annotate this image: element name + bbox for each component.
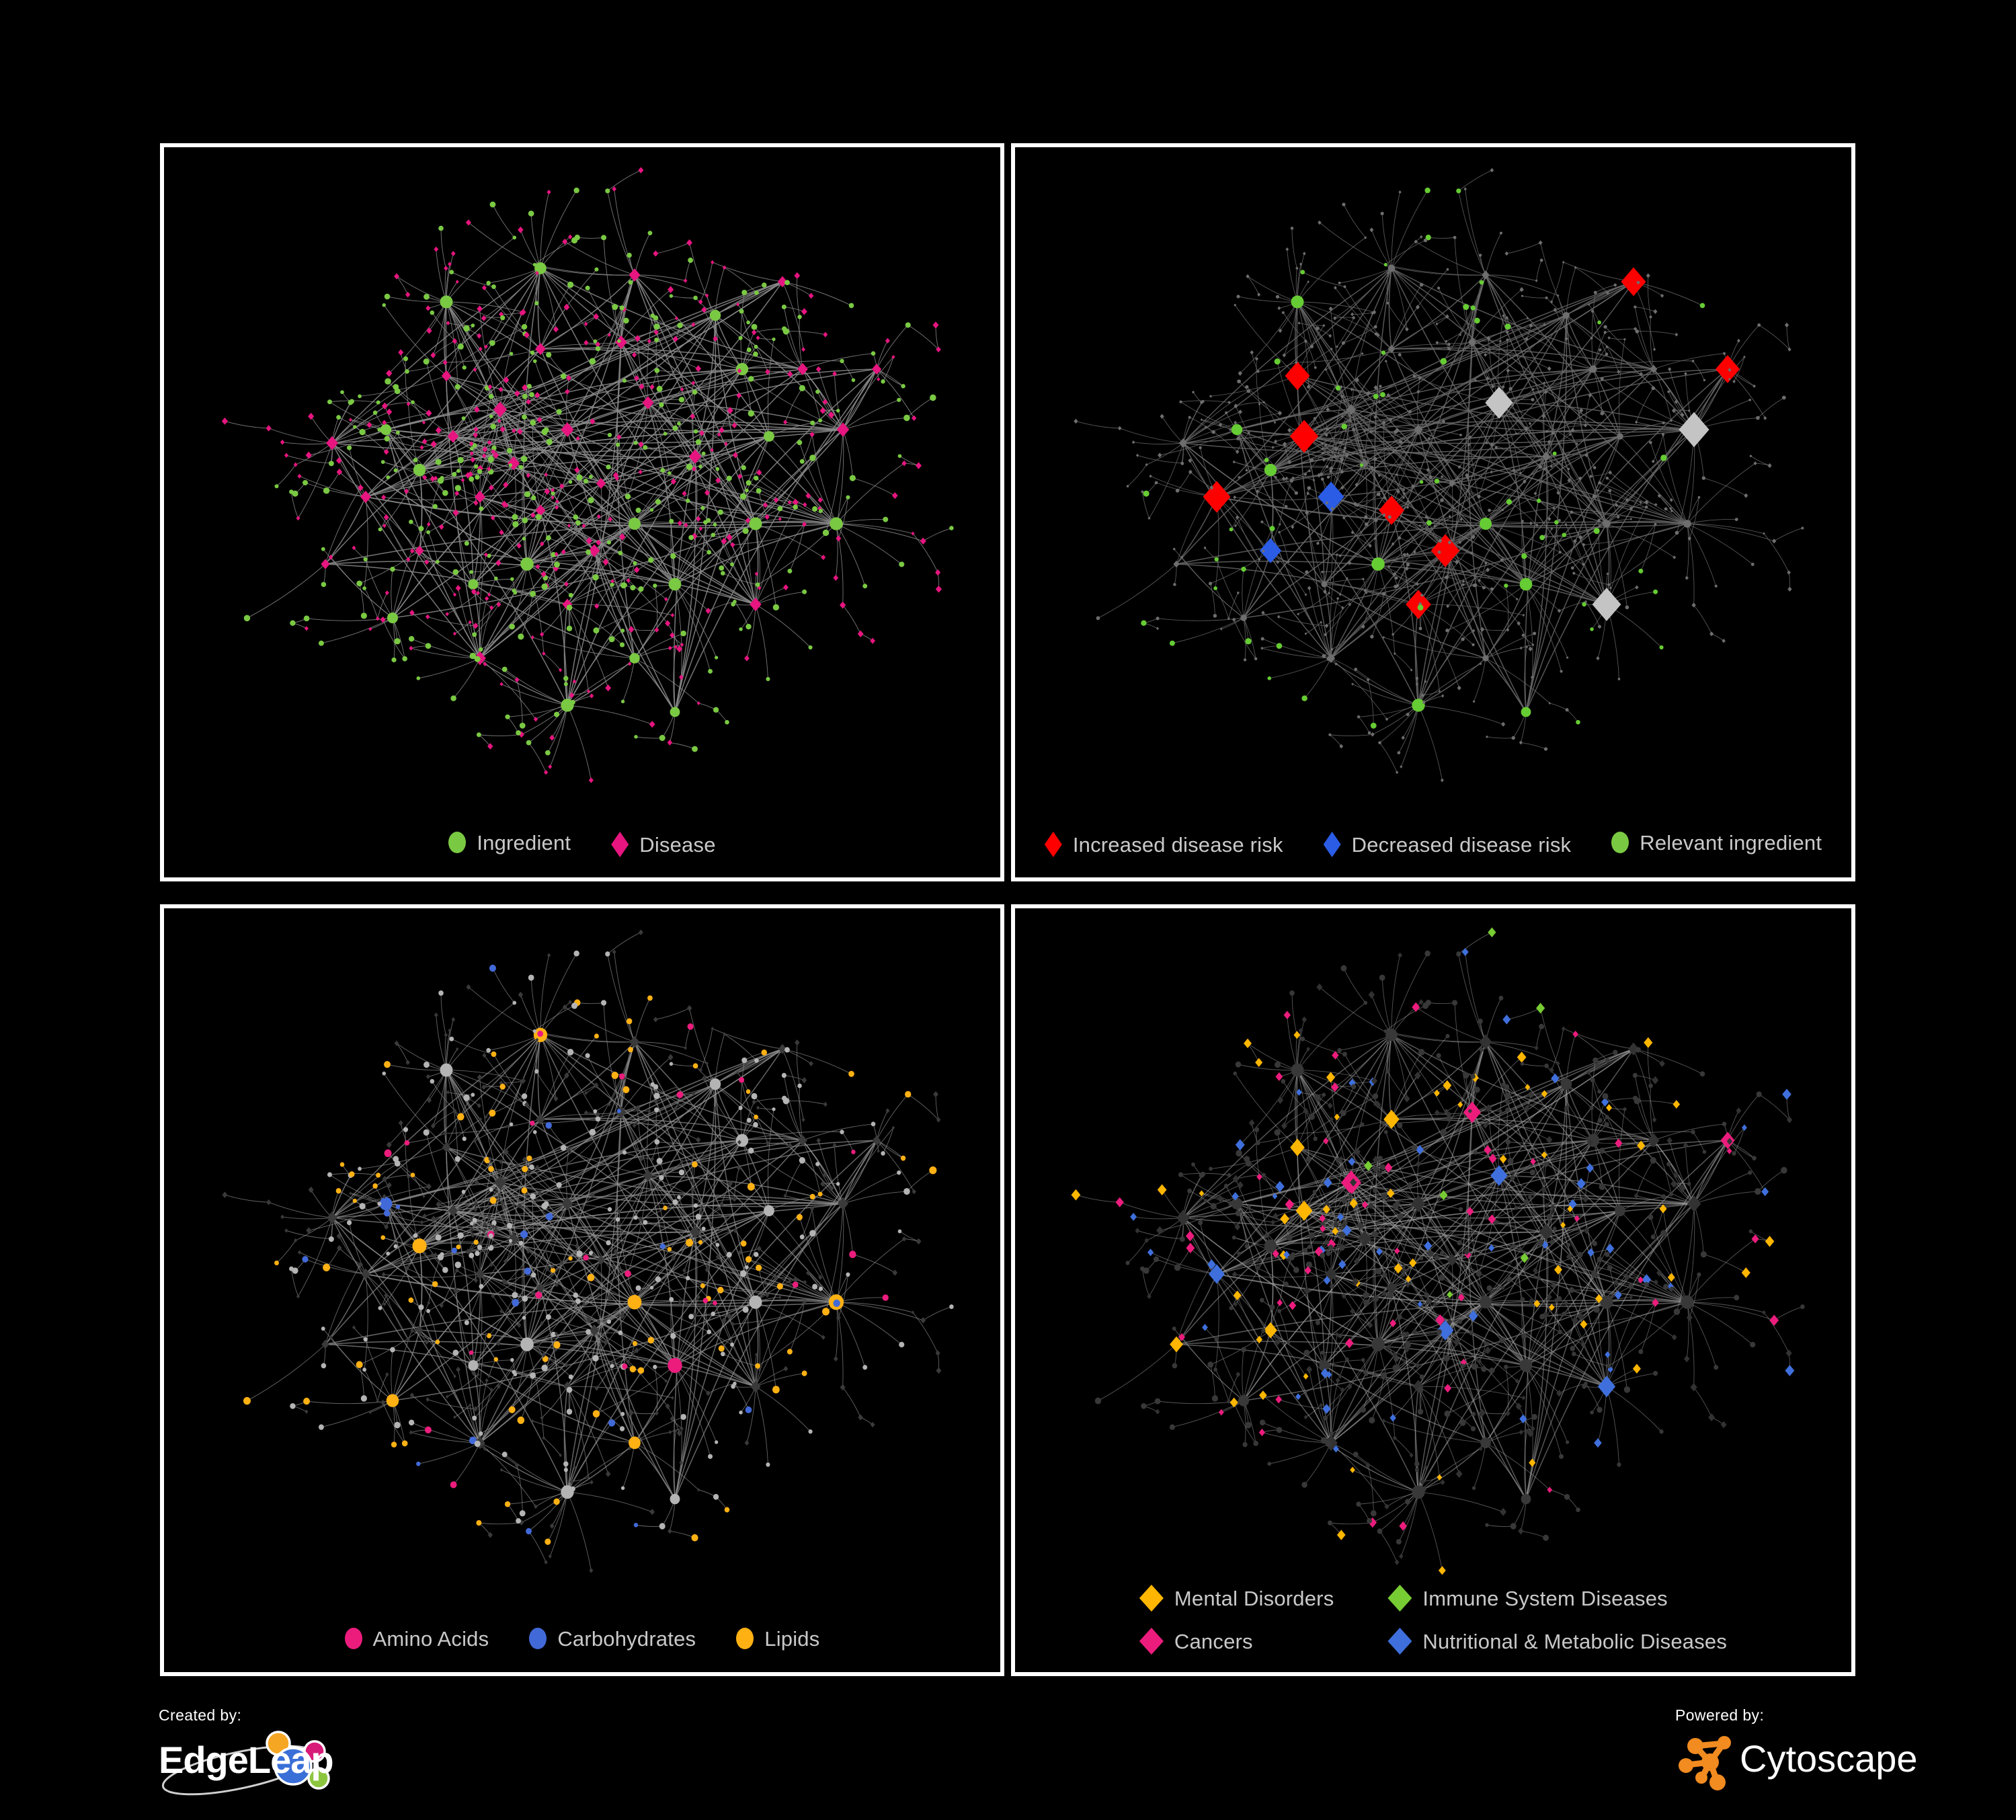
cytoscape-graphic	[1679, 1736, 1731, 1790]
powered-by-label: Powered by:	[1675, 1706, 1765, 1724]
network-graph-disease-risk	[1074, 167, 1804, 783]
panel-disease-risk-network[interactable]: Increased disease risk Decreased disease…	[1011, 143, 1855, 881]
cytoscape-wordmark: Cytoscape	[1740, 1737, 1918, 1780]
edgeleap-graphic	[161, 1731, 330, 1796]
network-graph-disease-class	[1071, 927, 1805, 1575]
network-canvas-1[interactable]	[164, 147, 1000, 877]
network-canvas-4[interactable]	[1015, 908, 1851, 1672]
created-by-edgeleap-logo[interactable]: Created by: EdgeLeap	[159, 1708, 441, 1809]
panel-ingredient-class-network[interactable]: Amino Acids Carbohydrates Lipids	[160, 904, 1004, 1676]
network-graph-ingredient-disease	[221, 167, 954, 783]
network-canvas-3[interactable]	[164, 908, 1000, 1672]
panel-ingredient-disease-network[interactable]: Ingredient Disease	[160, 143, 1004, 881]
panel-disease-class-network[interactable]: Mental Disorders Immune System Diseases …	[1011, 904, 1855, 1676]
created-by-label: Created by:	[159, 1706, 242, 1724]
network-canvas-2[interactable]	[1015, 147, 1851, 877]
network-graph-ingredient-class	[222, 929, 954, 1573]
powered-by-cytoscape-logo[interactable]: Powered by:	[1675, 1708, 1964, 1809]
edgeleap-wordmark: EdgeLeap	[159, 1739, 334, 1781]
